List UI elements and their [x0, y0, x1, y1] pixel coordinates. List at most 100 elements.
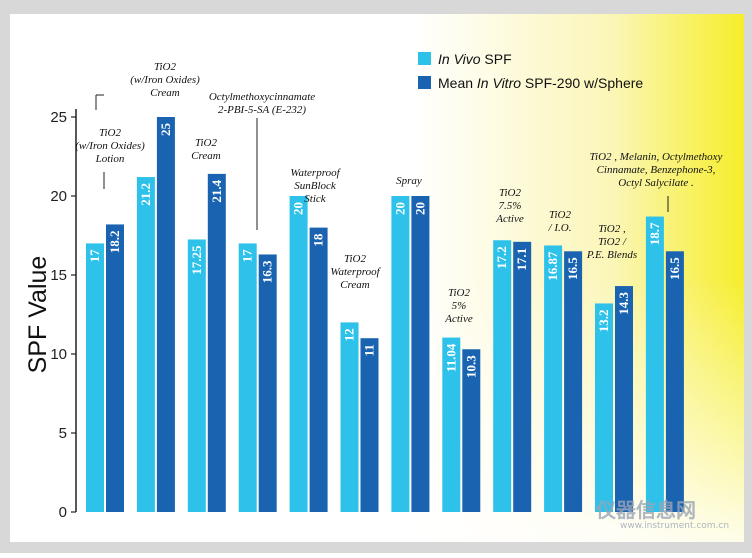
annotation-line: SunBlock [294, 180, 337, 192]
bar-in-vitro [615, 286, 633, 512]
bar-value-label: 13.2 [596, 309, 611, 332]
legend: In Vivo SPF Mean In Vitro SPF-290 w/Sphe… [418, 51, 643, 91]
bar-value-label: 20 [412, 202, 427, 215]
annotation-line: P.E. Blends [586, 249, 637, 261]
annotation-line: (w/Iron Oxides) [75, 140, 145, 152]
bar-annotation: TiO2(w/Iron Oxides)Cream [130, 61, 200, 99]
legend-swatch-in-vivo [418, 52, 431, 65]
bar-in-vitro [513, 241, 532, 512]
y-tick-label: 5 [59, 425, 67, 442]
annotation-line: TiO2 [549, 209, 572, 221]
annotation-line: TiO2 [99, 127, 122, 139]
legend-label-in-vivo: In Vivo SPF [438, 51, 512, 67]
bar-in-vivo [289, 196, 308, 512]
axes: 0 5 10 15 20 25 SPF Value [24, 109, 77, 521]
bar-value-label: 17 [87, 249, 102, 263]
bar-in-vitro [207, 173, 226, 512]
bar-value-label: 16.5 [667, 257, 682, 280]
annotation-line: TiO2 , [598, 223, 626, 235]
bar-in-vitro [156, 117, 175, 512]
y-tick-label: 25 [50, 109, 67, 126]
bar-in-vivo [187, 239, 206, 512]
annotation-line: TiO2 , Melanin, Octylmethoxy [590, 151, 723, 163]
annotation-line: Spray [396, 175, 422, 187]
bar-in-vivo [86, 243, 104, 512]
annotation-line: TiO2 [195, 137, 218, 149]
bar-value-label: 16.87 [545, 251, 560, 281]
bar-in-vivo [442, 337, 461, 512]
bar-value-label: 11 [362, 344, 377, 356]
bars: 17 18.2 21.2 25 17.25 21.4 17 16.3 20 18 12 11 20 20 1… [86, 117, 684, 513]
bar-in-vivo [340, 322, 359, 512]
watermark-text: 仪器信息网 [595, 498, 696, 522]
annotation-line: Cream [150, 87, 180, 99]
annotation-line: Lotion [95, 153, 125, 165]
y-tick-label: 0 [59, 504, 67, 521]
annotation-line: Octyl Salycilate . [618, 177, 693, 189]
annotation-line: Active [495, 213, 524, 225]
annotation-line: Octylmethoxycinnamate [209, 91, 315, 103]
y-axis-title: SPF Value [24, 256, 52, 374]
bar-in-vitro [309, 227, 328, 512]
bar-in-vitro [360, 338, 379, 512]
annotation-line: Cream [340, 279, 370, 291]
y-tick-label: 20 [50, 188, 67, 205]
bar-value-label: 12 [342, 328, 357, 341]
annotation-line: TiO2 / [598, 236, 627, 248]
bar-in-vitro [665, 251, 684, 513]
bar-value-label: 20 [291, 202, 306, 215]
bar-value-label: 17.1 [514, 248, 529, 271]
annotation-line: Cinnamate, Benzephone-3, [597, 164, 716, 176]
legend-swatch-in-vitro [418, 76, 431, 89]
bar-in-vivo [238, 243, 257, 512]
bar-annotation: TiO2/ I.O. [548, 209, 572, 234]
annotation-line: 5% [452, 300, 467, 312]
annotation-line: TiO2 [344, 253, 367, 265]
bar-value-label: 16.5 [565, 257, 580, 280]
bar-value-label: 18.2 [107, 230, 122, 253]
bar-value-label: 10.3 [463, 355, 478, 378]
bar-value-label: 17 [240, 249, 255, 263]
bar-value-label: 16.3 [260, 260, 275, 283]
bar-in-vivo [544, 245, 563, 513]
bar-in-vitro [462, 349, 481, 512]
bar-in-vivo [645, 216, 664, 513]
annotation-line: Waterproof [290, 167, 341, 179]
bar-in-vivo [493, 240, 512, 513]
annotation-line: 7.5% [499, 200, 522, 212]
annotation-line: Cream [191, 150, 221, 162]
bar-in-vitro [564, 251, 583, 513]
bar-value-label: 18.7 [647, 222, 662, 245]
bar-in-vitro [258, 254, 277, 512]
bar-value-label: 18 [311, 233, 326, 247]
bar-value-label: 17.25 [189, 245, 204, 275]
bar-value-label: 11.04 [443, 343, 458, 372]
watermark-url: www.instrument.com.cn [620, 521, 729, 531]
bar-value-label: 25 [158, 123, 173, 137]
annotation-line: (w/Iron Oxides) [130, 74, 200, 86]
watermark: 仪器信息网 www.instrument.com.cn [595, 498, 729, 531]
bar-value-label: 21.2 [138, 183, 153, 206]
y-tick-label: 10 [50, 346, 67, 363]
legend-label-in-vitro: Mean In Vitro SPF-290 w/Sphere [438, 75, 643, 91]
bar-value-label: 21.4 [209, 179, 224, 202]
annotation-line: Waterproof [330, 266, 381, 278]
y-tick-label: 15 [50, 267, 67, 284]
bar-value-label: 20 [392, 202, 407, 215]
annotation-line: TiO2 [499, 187, 522, 199]
annotation-line: / I.O. [548, 222, 572, 234]
bar-value-label: 17.2 [494, 246, 509, 269]
bar-value-label: 14.3 [616, 292, 631, 315]
annotation-line: TiO2 [154, 61, 177, 73]
bar-in-vitro [106, 224, 124, 512]
bar-in-vitro [411, 196, 430, 512]
